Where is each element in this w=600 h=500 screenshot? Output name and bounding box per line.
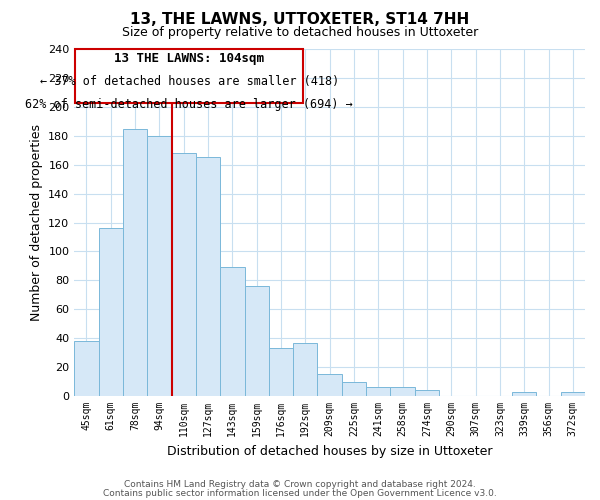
Bar <box>512 392 536 396</box>
Bar <box>123 128 147 396</box>
X-axis label: Distribution of detached houses by size in Uttoxeter: Distribution of detached houses by size … <box>167 444 493 458</box>
Bar <box>269 348 293 396</box>
Text: 13 THE LAWNS: 104sqm: 13 THE LAWNS: 104sqm <box>114 52 264 66</box>
Text: 13, THE LAWNS, UTTOXETER, ST14 7HH: 13, THE LAWNS, UTTOXETER, ST14 7HH <box>130 12 470 28</box>
Bar <box>172 153 196 396</box>
FancyBboxPatch shape <box>76 49 303 102</box>
Bar <box>245 286 269 396</box>
Bar <box>366 388 391 396</box>
Bar <box>220 268 245 396</box>
Bar <box>98 228 123 396</box>
Text: Contains public sector information licensed under the Open Government Licence v3: Contains public sector information licen… <box>103 490 497 498</box>
Bar <box>560 392 585 396</box>
Bar <box>317 374 342 396</box>
Text: ← 37% of detached houses are smaller (418): ← 37% of detached houses are smaller (41… <box>40 75 339 88</box>
Y-axis label: Number of detached properties: Number of detached properties <box>29 124 43 321</box>
Bar <box>74 341 98 396</box>
Bar <box>391 388 415 396</box>
Bar <box>147 136 172 396</box>
Bar <box>293 342 317 396</box>
Bar <box>342 382 366 396</box>
Text: Size of property relative to detached houses in Uttoxeter: Size of property relative to detached ho… <box>122 26 478 39</box>
Text: 62% of semi-detached houses are larger (694) →: 62% of semi-detached houses are larger (… <box>25 98 353 110</box>
Text: Contains HM Land Registry data © Crown copyright and database right 2024.: Contains HM Land Registry data © Crown c… <box>124 480 476 489</box>
Bar <box>196 158 220 396</box>
Bar <box>415 390 439 396</box>
